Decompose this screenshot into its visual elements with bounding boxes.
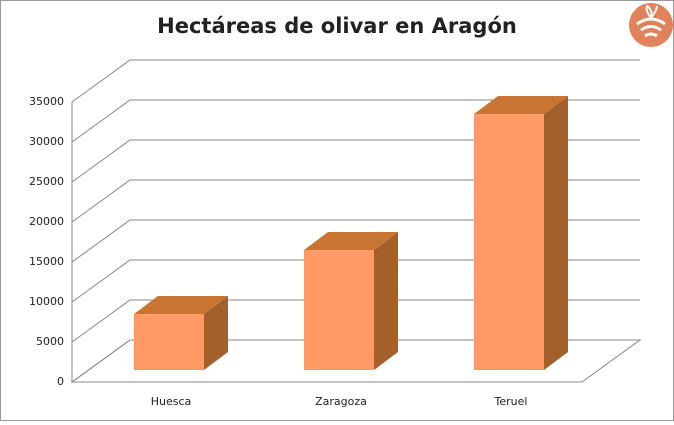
grid-line: [71, 179, 640, 223]
x-tick-label: Zaragoza: [315, 395, 367, 408]
y-tick-label: 30000: [29, 135, 64, 148]
grid-line: [71, 219, 640, 263]
bar-side: [204, 296, 228, 370]
grid-line: [71, 299, 640, 343]
chart-title: Hectáreas de olivar en Aragón: [157, 14, 517, 38]
y-tick-label: 35000: [29, 95, 64, 108]
y-tick-label: 0: [57, 375, 64, 388]
grid-line: [71, 259, 640, 303]
bar: [134, 314, 204, 370]
y-tick-label: 5000: [36, 335, 64, 348]
logo: [629, 3, 673, 47]
bar-top: [474, 96, 568, 114]
grid-line: [71, 59, 640, 103]
y-tick-label: 15000: [29, 255, 64, 268]
bar-top: [304, 232, 398, 250]
bar: [474, 114, 544, 370]
grid-line: [71, 139, 640, 183]
y-tick-label: 25000: [29, 175, 64, 188]
bar-side: [544, 96, 568, 370]
y-tick-label: 10000: [29, 295, 64, 308]
grid-line: [71, 339, 640, 383]
y-tick-label: 20000: [29, 215, 64, 228]
bar: [304, 250, 374, 370]
grid-line: [71, 99, 640, 143]
x-tick-label: Huesca: [151, 395, 192, 408]
bar-top: [134, 296, 228, 314]
x-tick-label: Teruel: [494, 395, 528, 408]
bar-side: [374, 232, 398, 370]
